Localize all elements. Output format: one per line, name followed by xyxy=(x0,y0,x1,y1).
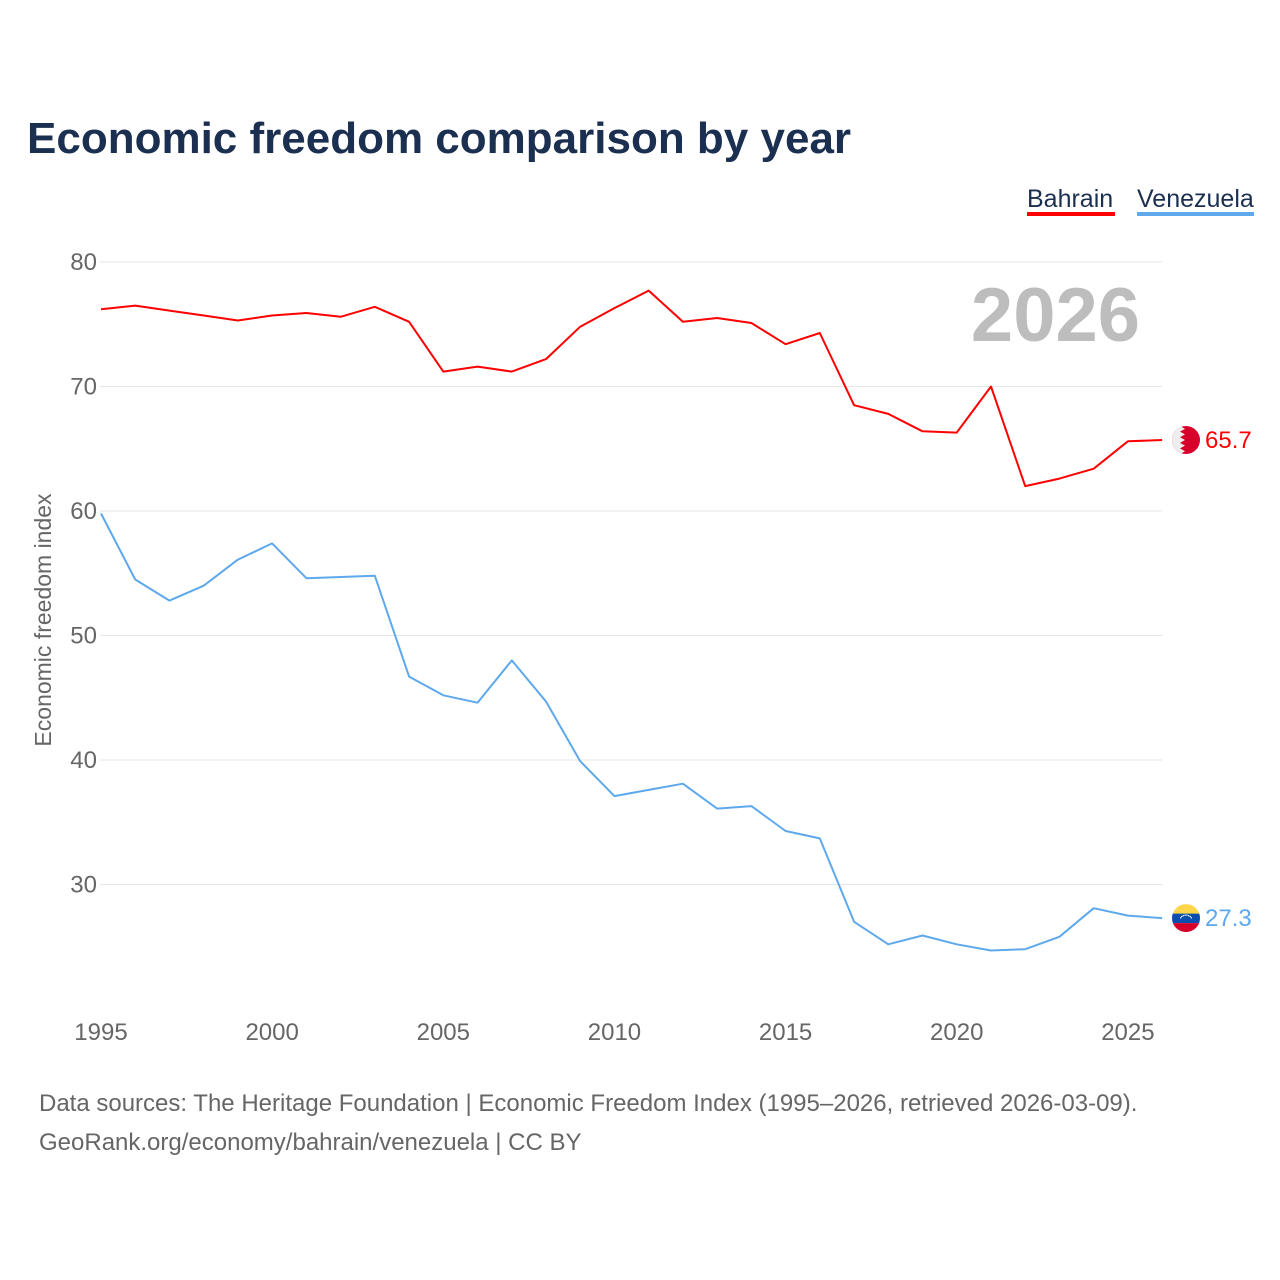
legend-item-venezuela[interactable]: Venezuela xyxy=(1137,185,1254,216)
x-tick-label: 2015 xyxy=(759,1019,812,1046)
legend-swatch xyxy=(1137,212,1254,216)
y-tick-label: 60 xyxy=(70,498,97,525)
legend-swatch xyxy=(1027,212,1115,216)
x-tick-label: 2000 xyxy=(245,1019,298,1046)
bahrain-flag-icon xyxy=(1172,426,1200,455)
y-tick-label: 40 xyxy=(70,747,97,774)
footer-sources: Data sources: The Heritage Foundation | … xyxy=(39,1090,1137,1117)
chart-title: Economic freedom comparison by year xyxy=(27,114,851,163)
legend-label: Bahrain xyxy=(1027,185,1113,213)
x-tick-label: 2025 xyxy=(1101,1019,1154,1046)
x-tick-label: 1995 xyxy=(74,1019,127,1046)
legend-item-bahrain[interactable]: Bahrain xyxy=(1027,185,1115,216)
grid: 30 40 50 60 70 80 xyxy=(70,249,1162,899)
y-axis-label: Economic freedom index xyxy=(30,493,56,747)
end-value-label: 65.7 xyxy=(1205,427,1252,454)
y-tick-label: 50 xyxy=(70,623,97,650)
y-tick-label: 80 xyxy=(70,249,97,276)
year-watermark: 2026 xyxy=(971,273,1140,358)
series-line-venezuela xyxy=(100,513,1163,952)
venezuela-flag-icon xyxy=(1172,904,1200,933)
series-lines: 65.7 27.3 xyxy=(100,289,1252,952)
x-tick-label: 2010 xyxy=(588,1019,641,1046)
y-tick-label: 70 xyxy=(70,374,97,401)
footer-link[interactable]: GeoRank.org/economy/bahrain/venezuela | … xyxy=(39,1129,582,1156)
legend: Bahrain Venezuela xyxy=(1027,185,1254,216)
y-tick-label: 30 xyxy=(70,872,97,899)
x-tick-label: 2005 xyxy=(417,1019,470,1046)
end-value-label: 27.3 xyxy=(1205,905,1252,932)
legend-label: Venezuela xyxy=(1137,185,1254,213)
series-line-bahrain xyxy=(100,289,1163,488)
x-axis: 1995 2000 2005 2010 2015 2020 2025 xyxy=(74,1019,1154,1046)
x-tick-label: 2020 xyxy=(930,1019,983,1046)
